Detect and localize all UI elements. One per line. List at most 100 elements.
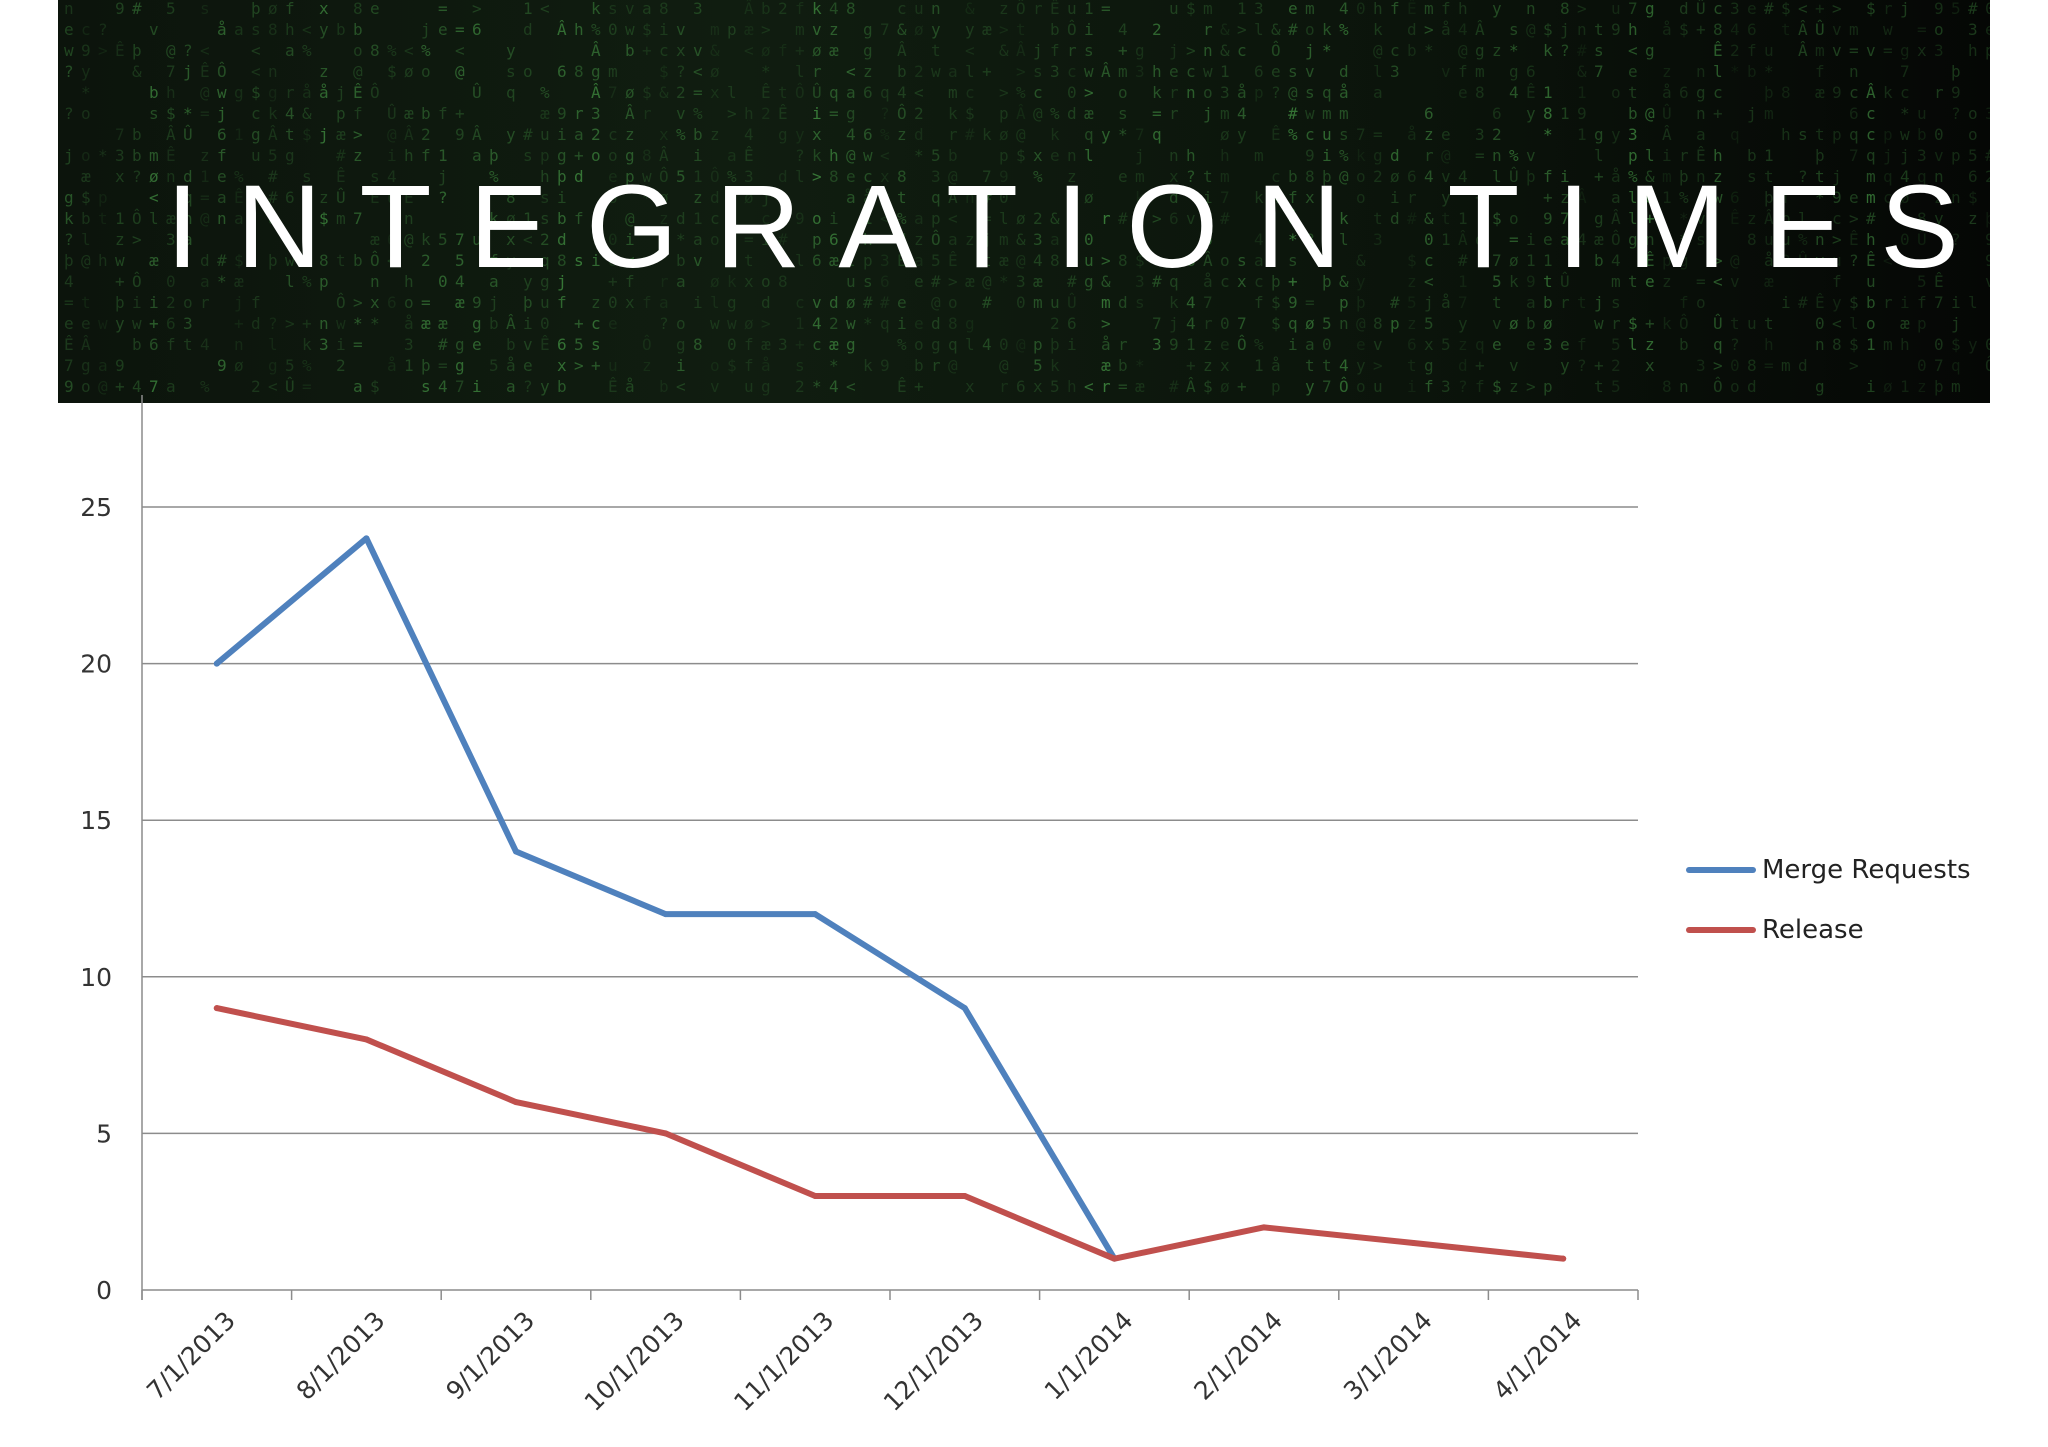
svg-text:y: y <box>1492 0 1502 18</box>
svg-text:+: + <box>1543 188 1553 207</box>
svg-text:n: n <box>1679 377 1689 396</box>
svg-text:?: ? <box>1271 83 1281 102</box>
svg-text:r: r <box>574 104 584 123</box>
svg-text:2: 2 <box>1492 125 1502 144</box>
svg-text:w: w <box>132 314 142 333</box>
svg-text:i: i <box>1526 230 1536 249</box>
svg-text:g: g <box>1900 41 1910 60</box>
svg-text:p: p <box>1543 377 1553 396</box>
svg-text:>: > <box>1849 209 1859 228</box>
svg-text:2: 2 <box>1985 167 1990 186</box>
svg-text:e: e <box>1288 0 1298 18</box>
svg-text:&: & <box>1101 272 1111 291</box>
svg-text:z: z <box>1968 209 1978 228</box>
svg-text:m: m <box>1203 0 1213 18</box>
svg-text:5: 5 <box>1067 251 1077 270</box>
svg-text:ø: ø <box>744 314 754 333</box>
svg-text:k: k <box>727 272 737 291</box>
svg-text:%: % <box>1016 83 1026 102</box>
svg-text:3: 3 <box>1033 230 1043 249</box>
svg-text:3: 3 <box>183 314 193 333</box>
svg-text:3: 3 <box>1696 356 1706 375</box>
svg-text:9: 9 <box>880 356 890 375</box>
svg-text:s: s <box>251 20 261 39</box>
svg-text:7: 7 <box>1237 314 1247 333</box>
svg-text:?: ? <box>1951 230 1961 249</box>
svg-text:y: y <box>931 20 941 39</box>
svg-text:3: 3 <box>693 0 703 18</box>
svg-text:s: s <box>1339 125 1349 144</box>
svg-text:@: @ <box>931 293 941 312</box>
svg-text:>: > <box>812 167 822 186</box>
svg-text:t: t <box>778 83 788 102</box>
svg-text:z: z <box>1407 272 1417 291</box>
svg-text:s: s <box>1798 125 1808 144</box>
svg-text:u: u <box>1050 293 1060 312</box>
svg-text:9: 9 <box>795 209 805 228</box>
svg-text:d: d <box>914 125 924 144</box>
legend-swatch <box>1686 867 1756 873</box>
svg-text:ø: ø <box>744 188 754 207</box>
svg-text:g: g <box>268 356 278 375</box>
x-tick-label: 11/1/2013 <box>728 1306 839 1417</box>
svg-text:e: e <box>64 20 74 39</box>
svg-text:e: e <box>846 167 856 186</box>
svg-text:+: + <box>1186 356 1196 375</box>
svg-text:o: o <box>1203 83 1213 102</box>
svg-text:1: 1 <box>234 125 244 144</box>
svg-text:=: = <box>1152 104 1162 123</box>
svg-text:z: z <box>115 230 125 249</box>
svg-text:m: m <box>1254 146 1264 165</box>
svg-text:d: d <box>829 293 839 312</box>
svg-text:<: < <box>387 251 397 270</box>
svg-text:ø: ø <box>149 167 159 186</box>
svg-text:+: + <box>115 377 125 396</box>
svg-text:n: n <box>1067 146 1077 165</box>
chart-legend: Merge Requests Release <box>1686 840 1971 960</box>
svg-text:o: o <box>914 335 924 354</box>
svg-text:j: j <box>489 293 499 312</box>
svg-text:Û: Û <box>727 209 737 228</box>
svg-text:g: g <box>591 62 601 81</box>
svg-text:%: % <box>200 377 210 396</box>
svg-text:g: g <box>727 293 737 312</box>
svg-text:#: # <box>1764 0 1774 18</box>
svg-text:p: p <box>1883 125 1893 144</box>
svg-text:y: y <box>506 41 516 60</box>
svg-text:@: @ <box>98 377 108 396</box>
svg-text:ø: ø <box>812 41 822 60</box>
svg-text:*: * <box>1730 62 1740 81</box>
svg-text:@: @ <box>1730 251 1740 270</box>
svg-text:8: 8 <box>1118 251 1128 270</box>
svg-text:Â: Â <box>744 0 754 18</box>
svg-text:q: q <box>302 188 312 207</box>
y-tick-label: 15 <box>80 806 112 835</box>
svg-text:%: % <box>1679 188 1689 207</box>
svg-text:g: g <box>1135 41 1145 60</box>
svg-text:+: + <box>1645 209 1655 228</box>
svg-text:u: u <box>1832 251 1842 270</box>
svg-text:2: 2 <box>421 251 431 270</box>
svg-text:3: 3 <box>1220 83 1230 102</box>
svg-text:$: $ <box>1679 20 1689 39</box>
svg-text:6: 6 <box>1849 104 1859 123</box>
svg-text:o: o <box>81 377 91 396</box>
svg-text:$: $ <box>1186 0 1196 18</box>
svg-text:v: v <box>693 41 703 60</box>
svg-text:*: * <box>370 314 380 333</box>
svg-text:4: 4 <box>1900 167 1910 186</box>
svg-text:z: z <box>200 146 210 165</box>
svg-text:x: x <box>880 167 890 186</box>
svg-text:w: w <box>863 146 873 165</box>
svg-text:Ê: Ê <box>370 188 380 207</box>
svg-text:þ: þ <box>1050 335 1060 354</box>
svg-text:p: p <box>1390 314 1400 333</box>
svg-text:a: a <box>574 125 584 144</box>
svg-text:g: g <box>81 356 91 375</box>
svg-text:4: 4 <box>1509 83 1519 102</box>
svg-text:Â: Â <box>591 83 601 102</box>
svg-text:m: m <box>1135 167 1145 186</box>
svg-text:p: p <box>336 104 346 123</box>
svg-text:l: l <box>1628 188 1638 207</box>
svg-text:j: j <box>1305 41 1315 60</box>
